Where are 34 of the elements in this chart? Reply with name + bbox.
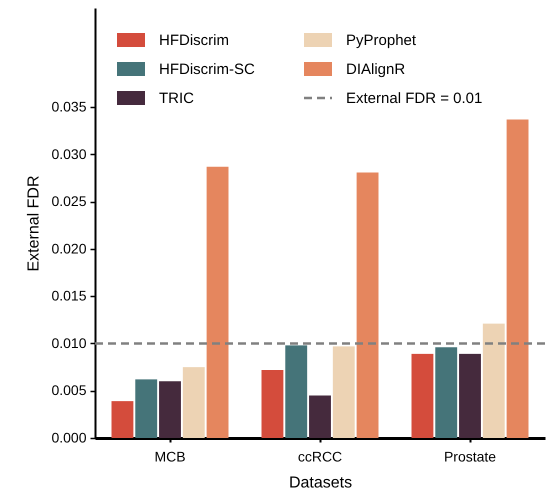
y-tick-label: 0.000 <box>51 430 87 446</box>
bar <box>435 347 458 438</box>
bar <box>262 370 284 438</box>
legend-label: External FDR = 0.01 <box>346 90 482 107</box>
bar <box>206 166 228 438</box>
y-tick-label: 0.030 <box>51 146 87 162</box>
bar <box>412 354 434 438</box>
bar <box>506 120 528 438</box>
y-tick-label: 0.010 <box>51 334 87 351</box>
bar <box>285 345 308 438</box>
bar <box>482 324 505 438</box>
x-axis-title: Datasets <box>288 474 352 492</box>
legend-label: DIAlignR <box>346 61 406 78</box>
y-tick-label: 0.005 <box>51 382 87 398</box>
y-tick-label: 0.020 <box>51 240 87 256</box>
x-tick-label: ccRCC <box>298 448 342 464</box>
bar <box>182 367 205 438</box>
legend-label: HFDiscrim <box>159 32 229 49</box>
legend-label: PyProphet <box>346 32 417 49</box>
y-axis-title: External FDR <box>25 175 42 272</box>
legend-label: TRIC <box>159 90 194 107</box>
y-tick-label: 0.025 <box>51 193 87 210</box>
x-tick-label: Prostate <box>444 448 496 464</box>
bar <box>332 346 355 438</box>
bar <box>159 381 181 438</box>
y-tick-label: 0.015 <box>51 288 87 304</box>
bar <box>135 379 158 438</box>
bar <box>309 395 331 438</box>
y-tick-label: 0.035 <box>51 98 87 115</box>
legend-label: HFDiscrim-SC <box>159 61 255 78</box>
bar <box>112 401 134 438</box>
x-tick-label: MCB <box>154 448 186 464</box>
bar <box>356 172 378 438</box>
bar <box>459 354 481 438</box>
